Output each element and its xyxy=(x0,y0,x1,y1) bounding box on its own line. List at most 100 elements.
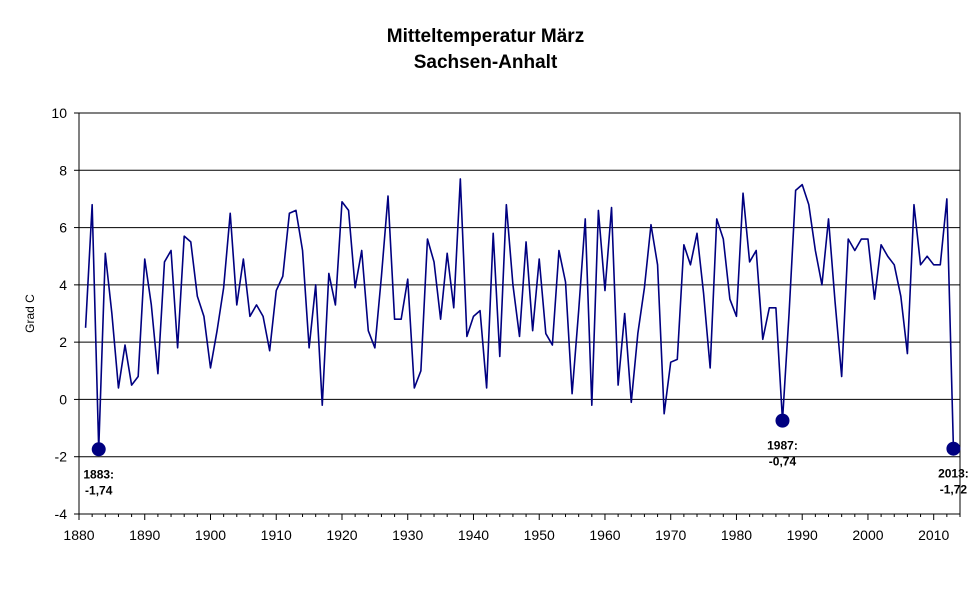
data-point-1974 xyxy=(695,231,700,236)
data-point-1967 xyxy=(648,222,653,227)
data-point-1933 xyxy=(425,237,430,242)
data-point-1988 xyxy=(787,311,792,316)
data-point-2008 xyxy=(918,262,923,267)
data-point-1940 xyxy=(471,314,476,319)
data-point-1909 xyxy=(267,348,272,353)
y-tick-label: 6 xyxy=(59,220,67,236)
data-point-1982 xyxy=(747,259,752,264)
data-point-1938 xyxy=(458,176,463,181)
data-point-1908 xyxy=(261,314,266,319)
x-tick-label: 1920 xyxy=(326,527,357,543)
data-point-1939 xyxy=(464,334,469,339)
data-point-1905 xyxy=(241,257,246,262)
data-point-1919 xyxy=(333,302,338,307)
x-tick-label: 1890 xyxy=(129,527,160,543)
data-point-1895 xyxy=(175,345,180,350)
annotations: 1883: -1,74 1987: -0,74 2013: -1,72 xyxy=(83,413,969,497)
data-point-1915 xyxy=(307,345,312,350)
data-point-1955 xyxy=(570,391,575,396)
data-point-1986 xyxy=(773,305,778,310)
data-point-1992 xyxy=(813,248,818,253)
data-point-1920 xyxy=(339,199,344,204)
data-point-1911 xyxy=(280,274,285,279)
data-point-2001 xyxy=(872,297,877,302)
data-point-1946 xyxy=(510,282,515,287)
data-point-1966 xyxy=(642,285,647,290)
x-tick-label: 1900 xyxy=(195,527,226,543)
data-point-1884 xyxy=(103,251,108,256)
data-point-1897 xyxy=(188,239,193,244)
annotation-value-1987: -0,74 xyxy=(769,455,797,469)
data-point-1989 xyxy=(793,188,798,193)
data-point-1900 xyxy=(208,365,213,370)
x-tick-label: 1980 xyxy=(721,527,752,543)
data-point-1898 xyxy=(195,294,200,299)
data-point-1928 xyxy=(392,317,397,322)
x-tick-label: 1960 xyxy=(589,527,620,543)
x-tick-label: 2010 xyxy=(918,527,949,543)
data-point-1893 xyxy=(162,259,167,264)
data-point-1924 xyxy=(366,328,371,333)
data-point-1971 xyxy=(675,357,680,362)
highlight-marker-1883 xyxy=(91,442,106,457)
data-point-1951 xyxy=(543,331,548,336)
data-point-1941 xyxy=(478,308,483,313)
data-point-1957 xyxy=(583,216,588,221)
data-point-1956 xyxy=(576,308,581,313)
data-point-1945 xyxy=(504,202,509,207)
data-point-1983 xyxy=(754,248,759,253)
plot-area xyxy=(78,112,961,515)
annotation-year-1987: 1987: xyxy=(767,439,798,453)
data-point-1962 xyxy=(616,383,621,388)
data-point-1902 xyxy=(221,285,226,290)
data-point-1903 xyxy=(228,211,233,216)
data-point-1996 xyxy=(839,374,844,379)
data-point-1927 xyxy=(386,194,391,199)
data-point-1891 xyxy=(149,302,154,307)
data-point-1885 xyxy=(109,311,114,316)
data-point-1994 xyxy=(826,216,831,221)
data-point-1981 xyxy=(741,191,746,196)
data-point-1925 xyxy=(372,345,377,350)
annotation-year-1883: 1883: xyxy=(83,467,114,481)
data-point-1894 xyxy=(169,248,174,253)
data-point-1892 xyxy=(155,371,160,376)
data-point-1984 xyxy=(760,337,765,342)
data-point-1943 xyxy=(491,231,496,236)
data-point-1950 xyxy=(537,257,542,262)
y-tick-label: -4 xyxy=(55,506,68,522)
data-point-1918 xyxy=(326,271,331,276)
data-point-2000 xyxy=(865,237,870,242)
data-point-1969 xyxy=(662,411,667,416)
data-point-1990 xyxy=(800,182,805,187)
data-point-1886 xyxy=(116,385,121,390)
data-point-1888 xyxy=(129,383,134,388)
data-point-1896 xyxy=(182,234,187,239)
data-point-2009 xyxy=(925,254,930,259)
data-point-1923 xyxy=(359,248,364,253)
data-point-1995 xyxy=(833,300,838,305)
data-point-1949 xyxy=(530,328,535,333)
data-point-2005 xyxy=(898,294,903,299)
data-point-1901 xyxy=(215,328,220,333)
x-tick-label: 1880 xyxy=(63,527,94,543)
data-point-1932 xyxy=(418,368,423,373)
data-point-1912 xyxy=(287,211,292,216)
data-point-1914 xyxy=(300,248,305,253)
highlight-marker-1987 xyxy=(775,413,790,428)
annotation-value-1883: -1,74 xyxy=(85,483,113,497)
data-points xyxy=(83,176,956,451)
data-point-2010 xyxy=(931,262,936,267)
data-point-1970 xyxy=(668,360,673,365)
highlight-marker-2013 xyxy=(946,441,961,456)
data-point-1980 xyxy=(734,314,739,319)
data-point-1942 xyxy=(484,385,489,390)
data-point-1979 xyxy=(727,297,732,302)
data-point-1906 xyxy=(247,314,252,319)
chart-title: Mitteltemperatur März xyxy=(386,26,585,47)
data-point-1926 xyxy=(379,274,384,279)
data-point-2007 xyxy=(911,202,916,207)
data-point-2006 xyxy=(905,351,910,356)
data-point-1935 xyxy=(438,317,443,322)
